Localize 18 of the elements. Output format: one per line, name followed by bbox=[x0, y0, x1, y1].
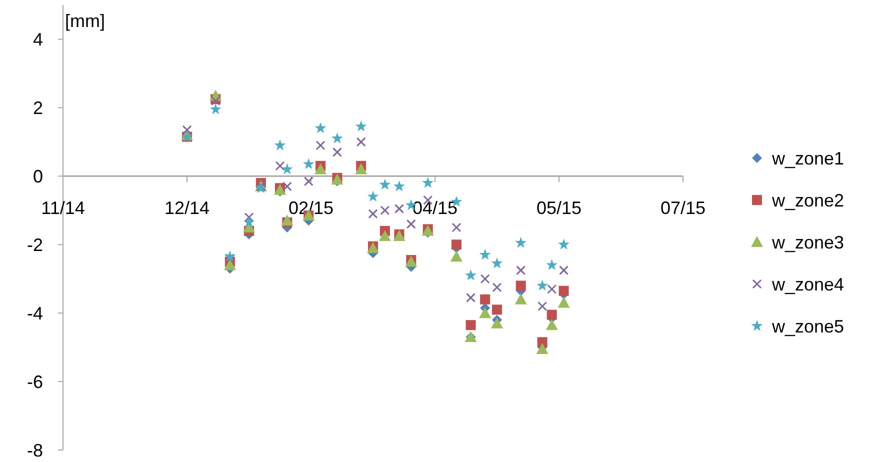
legend-label: w_zone1 bbox=[771, 148, 844, 168]
x-tick-label: 11/14 bbox=[41, 198, 85, 218]
y-tick-label: -8 bbox=[26, 440, 43, 460]
legend-label: w_zone3 bbox=[771, 232, 844, 252]
legend-label: w_zone4 bbox=[771, 274, 844, 294]
x-tick-label: 12/14 bbox=[164, 198, 210, 218]
y-axis-title: [mm] bbox=[65, 11, 105, 31]
x-tick-label: 04/15 bbox=[412, 198, 458, 218]
y-tick-label: -4 bbox=[26, 303, 43, 324]
y-tick-label: 0 bbox=[32, 166, 43, 186]
legend-label: w_zone5 bbox=[771, 316, 844, 336]
y-tick-label: 2 bbox=[32, 98, 43, 118]
y-tick-label: -6 bbox=[26, 372, 43, 392]
x-tick-label: 05/15 bbox=[536, 198, 582, 218]
legend-label: w_zone2 bbox=[771, 190, 844, 210]
x-tick-label: 07/15 bbox=[660, 198, 706, 218]
y-tick-label: -2 bbox=[26, 234, 43, 255]
y-tick-label: 4 bbox=[32, 30, 43, 50]
